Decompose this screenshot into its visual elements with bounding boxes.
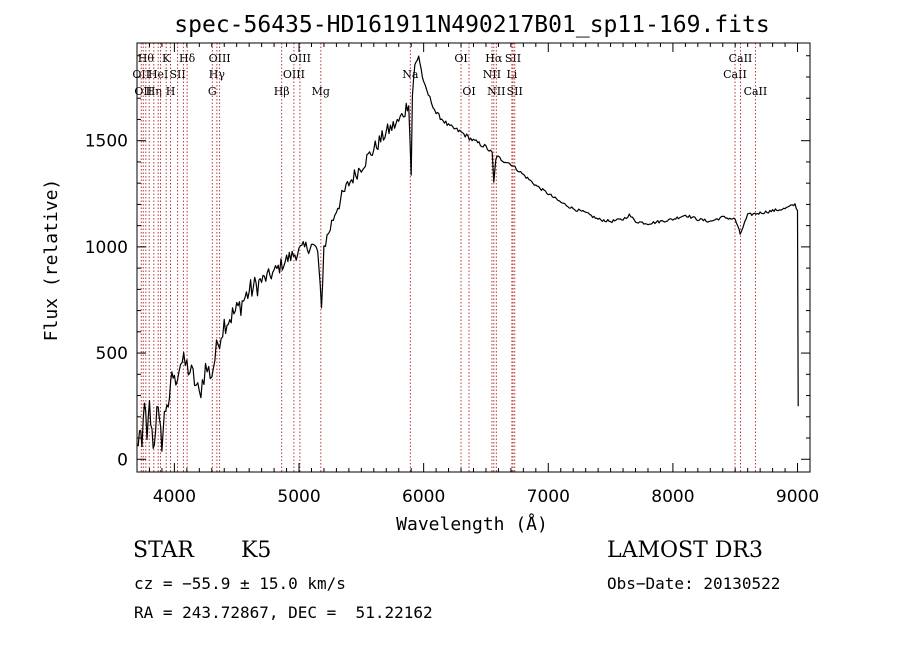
x-tick-label: 5000 xyxy=(277,487,320,507)
line-label: NII xyxy=(483,68,501,81)
x-tick-label: 6000 xyxy=(402,487,445,507)
line-label: CaII xyxy=(723,68,747,81)
line-label: H xyxy=(166,85,176,98)
line-label: Hδ xyxy=(179,52,196,65)
line-label: OII xyxy=(134,85,152,98)
redshift-velocity: cz = −55.9 ± 15.0 km/s xyxy=(134,574,346,593)
spectrum-series-line xyxy=(136,55,799,452)
object-class: STAR xyxy=(133,538,194,563)
line-label: CaII xyxy=(729,52,753,65)
line-label: Hη xyxy=(146,85,162,98)
x-tick-label: 7000 xyxy=(527,487,570,507)
observation-date: Obs−Date: 20130522 xyxy=(607,574,781,593)
y-tick-label: 0 xyxy=(117,450,128,470)
line-label: Hα xyxy=(485,52,503,65)
x-tick-label: 9000 xyxy=(776,487,819,507)
line-label: G xyxy=(208,85,217,98)
line-label: NII xyxy=(487,85,505,98)
chart-title: spec-56435-HD161911N490217B01_sp11-169.f… xyxy=(174,12,769,38)
x-axis-ticks: 4000 5000 6000 7000 8000 9000 xyxy=(136,43,819,507)
line-label: OI xyxy=(462,85,475,98)
line-label: OIII xyxy=(283,68,305,81)
line-label: Hθ xyxy=(138,52,155,65)
plot-frame xyxy=(136,42,811,473)
line-label: Hγ xyxy=(209,68,226,81)
line-label: CaII xyxy=(744,85,768,98)
line-label: SII xyxy=(507,85,523,98)
line-label: K xyxy=(162,52,171,65)
x-tick-label: 4000 xyxy=(153,487,196,507)
y-axis-label: Flux (relative) xyxy=(41,179,62,342)
line-label: OI xyxy=(454,52,467,65)
line-label: OIII xyxy=(209,52,231,65)
line-label: Li xyxy=(506,68,517,81)
object-subclass: K5 xyxy=(241,538,272,563)
emission-line-markers: OIIOIIHθHηHeIKHSIIHδGHγOIIIHβOIIIOIIIMgN… xyxy=(132,43,767,472)
survey-name: LAMOST DR3 xyxy=(607,538,763,563)
spectrum-chart: spec-56435-HD161911N490217B01_sp11-169.f… xyxy=(41,12,819,535)
line-label: Mg xyxy=(312,85,330,98)
line-label: SII xyxy=(170,68,186,81)
line-label: HeI xyxy=(148,68,168,81)
x-axis-label: Wavelength (Å) xyxy=(396,513,548,535)
y-tick-label: 1000 xyxy=(85,238,128,258)
line-label: OIII xyxy=(289,52,311,65)
line-label: SII xyxy=(505,52,521,65)
x-tick-label: 8000 xyxy=(651,487,694,507)
y-tick-label: 500 xyxy=(96,344,128,364)
line-label: Na xyxy=(402,68,419,81)
y-tick-label: 1500 xyxy=(85,132,128,152)
line-label: Hβ xyxy=(274,85,290,98)
sky-coordinates: RA = 243.72867, DEC = 51.22162 xyxy=(134,603,433,622)
y-axis-ticks: 0 500 1000 1500 xyxy=(85,55,810,470)
